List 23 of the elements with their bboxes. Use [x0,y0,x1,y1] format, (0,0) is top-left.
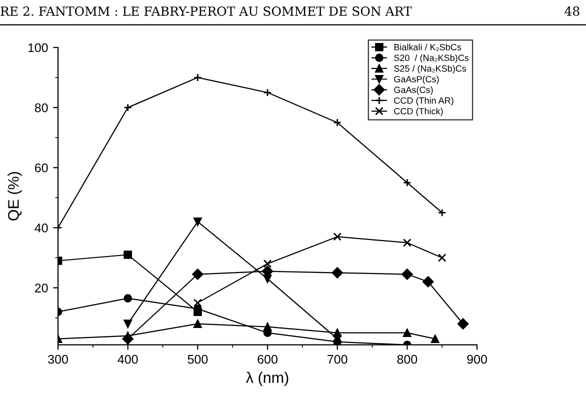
legend-label: CCD (Thick) [394,108,443,116]
x-tick-label: 500 [188,354,208,364]
legend-label: GaAsP(Cs) [394,76,439,84]
x-tick-label: 900 [467,354,487,364]
y-tick-label: 100 [28,43,48,52]
x-tick-label: 300 [48,354,68,364]
x-tick-label: 700 [328,354,348,364]
legend-label: GaAs(Cs) [394,86,433,95]
text: RE 2. FANTOMM : LE FABRY-PEROT AU SOMMET DE SON ART [0,6,412,16]
y-tick-label: 20 [35,284,48,292]
legend-label: CCD (Thin AR) [394,97,454,106]
legend-label: S25 / (Na₂KSb)Cs [394,65,466,74]
y-tick-label: 40 [34,224,48,232]
x-tick-label: 400 [118,354,138,364]
legend-label: Bialkali / K₂SbCs [394,44,462,52]
x-tick-label: 800 [397,354,418,364]
x-tick-label: 600 [258,354,278,364]
y-tick-label: 80 [34,103,48,112]
y-axis-title: QE (%) [8,172,22,220]
legend-label: S20 / (Na₂KSb)Cs [394,54,469,63]
text: 48 [564,6,580,16]
x-axis-title: λ (nm) [246,372,288,386]
y-tick-label: 60 [35,163,48,172]
